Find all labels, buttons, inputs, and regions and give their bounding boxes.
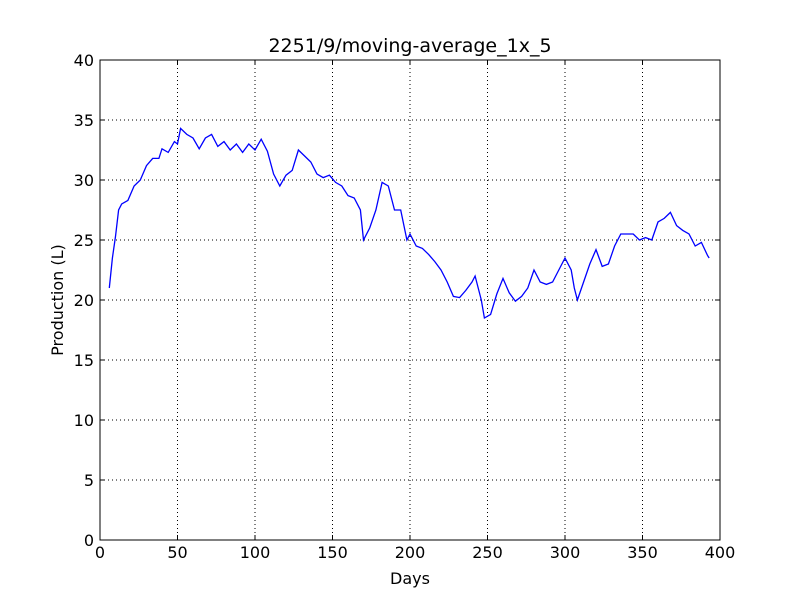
x-axis-label: Days <box>390 569 430 588</box>
x-tick-label: 300 <box>550 543 581 562</box>
y-tick-label: 5 <box>84 471 94 490</box>
y-tick-label: 15 <box>74 351 94 370</box>
x-tick-label: 150 <box>317 543 348 562</box>
y-tick-label: 40 <box>74 51 94 70</box>
y-tick-label: 25 <box>74 231 94 250</box>
plot-frame <box>99 59 721 541</box>
y-tick-label: 20 <box>74 291 94 310</box>
x-tick-label: 100 <box>240 543 271 562</box>
x-tick-label: 400 <box>705 543 736 562</box>
chart-title: 2251/9/moving-average_1x_5 <box>268 35 551 57</box>
y-tick-label: 35 <box>74 111 94 130</box>
x-tick-label: 350 <box>627 543 658 562</box>
x-tick-label: 0 <box>95 543 105 562</box>
y-tick-label: 0 <box>84 531 94 550</box>
y-axis-label: Production (L) <box>48 244 67 356</box>
x-tick-label: 250 <box>472 543 503 562</box>
x-tick-label: 200 <box>395 543 426 562</box>
y-tick-label: 30 <box>74 171 94 190</box>
x-tick-label: 50 <box>167 543 187 562</box>
data-line <box>108 127 710 320</box>
y-tick-label: 10 <box>74 411 94 430</box>
